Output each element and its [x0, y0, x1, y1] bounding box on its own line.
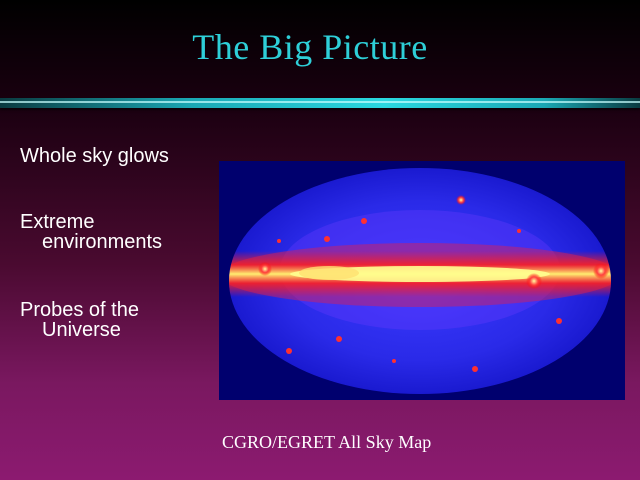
bullet-text-continued: environments	[42, 231, 163, 253]
bullet-text-continued: Universe	[42, 319, 121, 341]
image-caption: CGRO/EGRET All Sky Map	[222, 432, 432, 452]
bullet-item: Whole sky glows	[20, 146, 169, 166]
bullet-item: Probes of the Universe	[20, 300, 139, 340]
bullet-text: Extreme	[20, 211, 95, 233]
bullet-item: Extreme environments	[20, 212, 162, 252]
sky-map-svg	[229, 168, 611, 394]
bullet-text: Whole sky glows	[20, 145, 169, 167]
slide-title: The Big Picture	[192, 27, 428, 67]
title-divider	[0, 98, 640, 108]
all-sky-map-image	[219, 161, 625, 400]
bullet-text: Probes of the	[20, 299, 139, 321]
